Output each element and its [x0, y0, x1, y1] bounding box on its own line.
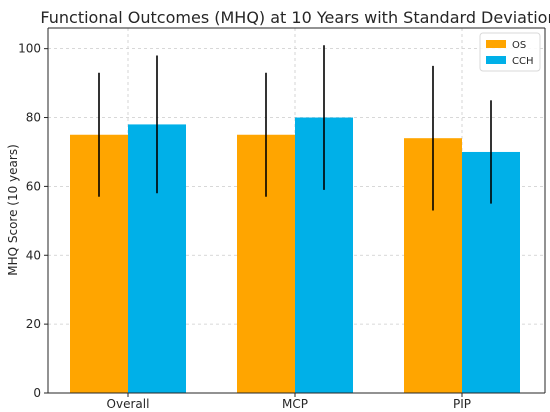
- y-tick-label: 0: [33, 386, 41, 400]
- error-bars: [98, 45, 492, 211]
- y-tick-label: 40: [26, 248, 41, 262]
- legend-swatch-cch: [486, 56, 506, 64]
- legend-label-cch: CCH: [512, 56, 533, 67]
- y-tick-label: 100: [18, 42, 41, 56]
- y-ticks: 0 20 40 60 80 100: [18, 42, 48, 400]
- y-tick-label: 60: [26, 179, 41, 193]
- x-tick-label: Overall: [107, 397, 150, 411]
- x-tick-label: MCP: [282, 397, 308, 411]
- legend-label-os: OS: [512, 40, 526, 51]
- y-axis-label: MHQ Score (10 years): [6, 144, 20, 276]
- chart-title: Functional Outcomes (MHQ) at 10 Years wi…: [40, 8, 550, 27]
- x-tick-label: PIP: [453, 397, 471, 411]
- y-tick-label: 20: [26, 317, 41, 331]
- bars: [70, 117, 520, 393]
- y-tick-label: 80: [26, 111, 41, 125]
- legend: OS CCH: [479, 32, 541, 72]
- x-ticks: Overall MCP PIP: [107, 393, 471, 411]
- legend-swatch-os: [486, 40, 506, 48]
